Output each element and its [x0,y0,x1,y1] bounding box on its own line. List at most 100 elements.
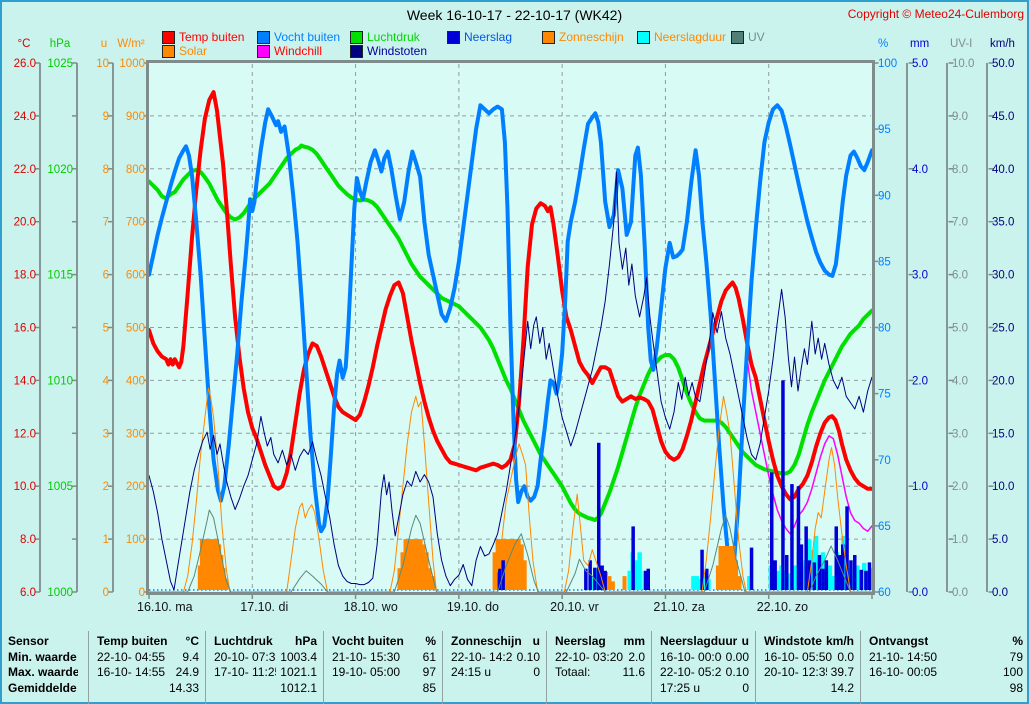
legend-item-neerslag: Neerslag [447,30,512,44]
cell-value: 0.00 [725,649,749,664]
cell-value: % [425,634,436,648]
legend-swatch [542,30,555,44]
tick-label: 50.0 [992,58,1014,70]
table-cell: 16-10- 05:50 0.0 [764,650,854,666]
cell-text: 24:15 u [451,665,492,679]
day-label: 17.10. di [240,600,288,614]
tick-label: 600 [126,270,145,282]
cell-value: 98 [1009,680,1023,695]
legend-item-solar: Solar [162,44,207,58]
tick-label: 2 [103,481,109,493]
table-col-temp-buiten: Temp buiten °C 22-10- 04:55 9.4 16-10- 14:55… [88,631,205,704]
table-cell: 16-10- 00:05 100 [869,665,1023,681]
legend-item-zonneschijn: Zonneschijn [542,30,624,44]
page-title: Week 16-10-17 - 22-10-17 (WK42) [406,7,623,23]
tick-label: 800 [126,164,145,176]
table-col-ontvangst: Ontvangst% 21-10- 14:50 79 16-10- 00:05 100 9… [860,631,1029,704]
tick-label: 6 [103,270,109,282]
legend-item-temp-buiten: Temp buiten [162,30,244,44]
table-cell: Windstotenkm/h [764,634,854,650]
cell-text: Totaal: [555,665,591,679]
tick-label: 2.0 [952,481,968,493]
weather-chart: 26.024.022.020.018.016.014.012.010.08.06… [14,38,1015,614]
table-cell: Sensor [8,634,82,650]
table-cell: 85 [332,681,436,697]
tick-label: 1015 [47,270,73,282]
table-cell: 22-10- 05:21 0.10 [660,665,749,681]
series-solar [149,387,872,592]
cell-text: 16-10- 00:05 [869,665,938,679]
tick-label: 300 [126,428,145,440]
table-cell: 14.2 [764,681,854,697]
cell-text: Windstoten [764,634,822,648]
tick-label: 1000 [119,58,145,70]
tick-label: 100 [126,534,145,546]
cell-value: 1021.1 [280,665,317,679]
axis-temp: 26.0 24.0 22.0 20.0 18.0 16.0 14.0 12.0 10.0 8.0 6… [14,38,41,599]
tick-label: 1.0 [952,534,968,546]
tick-label: 30.0 [992,270,1014,282]
cell-text: 22-10- 03:20 [555,649,624,664]
tick-label: 1000 [47,587,73,599]
cell-value: 39.7 [830,665,854,679]
cell-value: mm [623,634,645,648]
tick-label: 20.0 [992,375,1014,387]
x-axis: 16.10. ma 17.10. di 18.10. wo 19.10. do 20.1… [137,594,873,614]
axis-header: hPa [50,38,71,50]
legend-label: UV [748,30,765,44]
table-cell: 20-10- 07:35 1003.4 [214,650,317,666]
tick-label: 500 [126,323,145,335]
tick-label: 0 [103,587,109,599]
table-cell: 21-10- 14:50 79 [869,650,1023,666]
cell-text: Sensor [8,634,49,648]
tick-label: 5.0 [992,534,1008,546]
cell-value: 0 [533,665,540,679]
legend-label: Vocht buiten [274,30,341,44]
legend-item-vocht-buiten: Vocht buiten [257,30,341,44]
legend-swatch [731,30,744,44]
tick-label: 8.0 [952,164,968,176]
tick-label: 85 [878,256,891,268]
tick-label: 8.0 [20,534,36,546]
legend-swatch [257,30,270,44]
cell-text: 22-10- 05:21 [660,665,722,679]
legend-label: Neerslagduur [654,30,727,44]
table-cell: Luchtdruk hPa [214,634,317,650]
legend-swatch [447,30,460,44]
cell-value: 9.4 [182,649,199,664]
tick-label: 3.0 [912,270,928,282]
tick-label: 25.0 [992,323,1014,335]
table-cell: 22-10- 14:21 0.10 [451,650,540,666]
table-cell: 20-10- 12:35 39.7 [764,665,854,681]
cell-value: 1012.1 [280,680,317,695]
table-cell: Max. waarde [8,665,82,681]
axis-mm: 5.0 4.0 3.0 2.0 1.0 0.0 mm [906,38,929,599]
cell-value: u [741,634,749,648]
tick-label: 0.0 [992,587,1008,599]
summary-table: Sensor Min. waarde Max. waarde Gemiddelde Te… [0,631,1029,704]
tick-label: 40.0 [992,164,1014,176]
tick-label: 12.0 [14,428,36,440]
tick-label: 8 [103,164,109,176]
cell-text: Max. waarde [8,665,78,679]
tick-label: 1.0 [912,481,928,493]
tick-label: 1010 [47,375,73,387]
tick-label: 65 [878,521,891,533]
legend-item-uv: UV [731,30,765,44]
tick-label: 1005 [47,481,73,493]
cell-value: °C [185,634,199,648]
table-col-vocht-buiten: Vocht buiten% 21-10- 15:30 61 19-10- 05:00 9… [323,631,442,704]
tick-label: 15.0 [992,428,1014,440]
table-cell: Totaal: 11.6 [555,665,645,681]
cell-text: 17:25 u [660,680,701,695]
tick-label: 5.0 [952,323,968,335]
tick-label: 10 [96,58,109,70]
cell-value: 11.6 [622,665,645,679]
cell-text: Gemiddelde [8,680,77,695]
table-cell: 19-10- 05:00 97 [332,665,436,681]
tick-label: 90 [878,190,891,202]
cell-text: Min. waarde [8,649,77,664]
table-cell: 21-10- 15:30 61 [332,650,436,666]
table-cell: Zonneschijn u [451,634,540,650]
tick-label: 900 [126,111,145,123]
